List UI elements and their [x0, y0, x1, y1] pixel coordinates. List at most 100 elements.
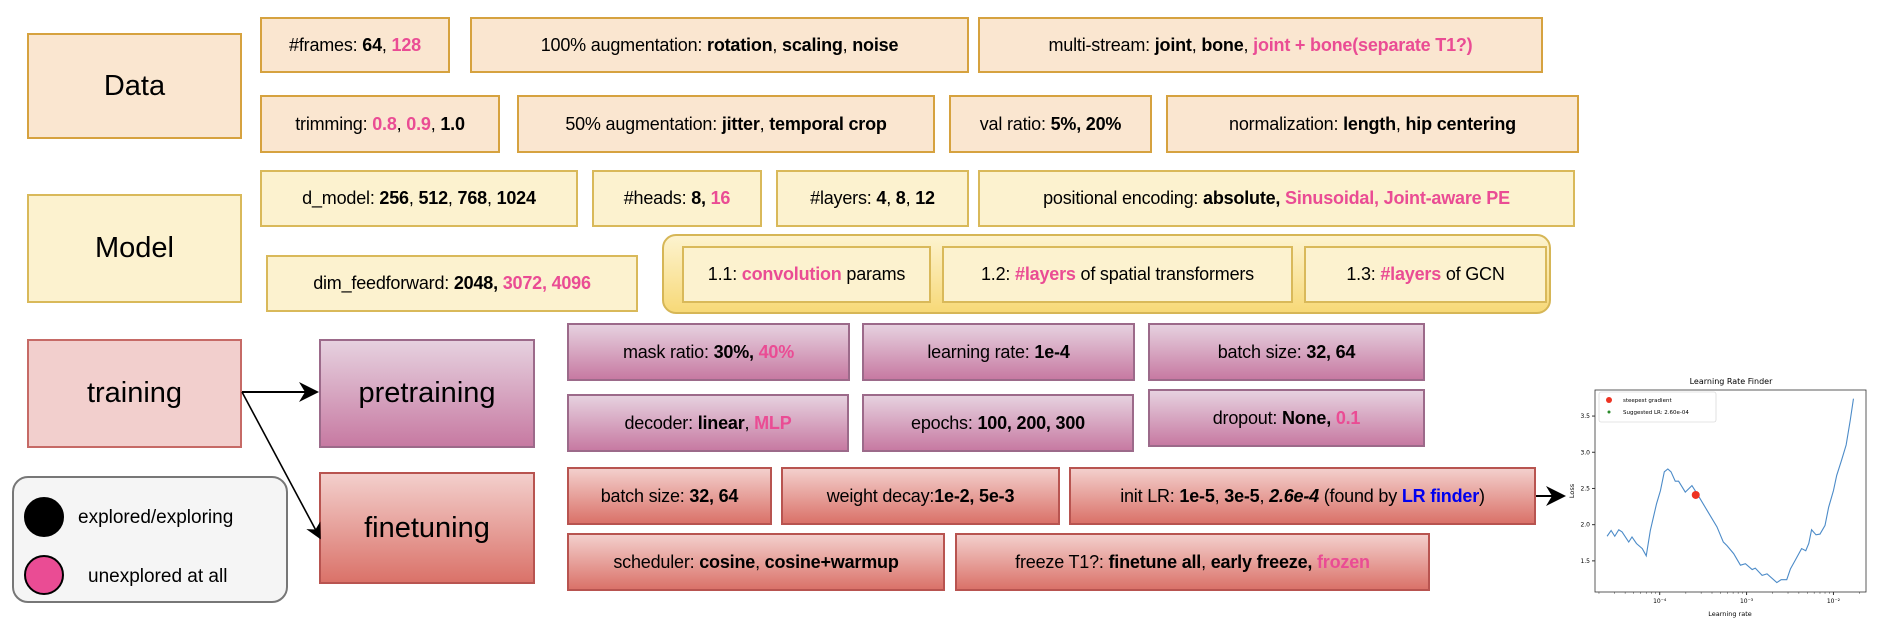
unexplored-value: Sinusoidal, Joint-aware PE [1285, 188, 1510, 208]
param-text: trimming: 0.8, 0.9, 1.0 [295, 114, 465, 135]
param-text: multi-stream: joint, bone, joint + bone(… [1049, 35, 1473, 56]
param-label: positional encoding: [1043, 188, 1204, 208]
y-axis-label: Loss [1568, 483, 1576, 498]
section-data: Data [27, 33, 242, 139]
param-batch-size-fine: batch size: 32, 64 [567, 467, 772, 525]
explored-value: 5%, 20% [1050, 113, 1122, 134]
param-text: d_model: 256, 512, 768, 1024 [302, 188, 536, 209]
param-scheduler: scheduler: cosine, cosine+warmup [567, 533, 945, 591]
unexplored-value: frozen [1317, 551, 1370, 572]
param-label: trimming: [295, 113, 373, 134]
param-text: freeze T1?: finetune all, early freeze, … [1015, 552, 1370, 573]
section-pretraining: pretraining [319, 339, 535, 448]
param-text: 1.1: convolution params [708, 264, 906, 285]
param-trimming: trimming: 0.8, 0.9, 1.0 [260, 95, 500, 153]
param-label: , [1201, 551, 1211, 572]
param-label: init LR: [1120, 485, 1180, 506]
param-positional-encoding: positional encoding: absolute, Sinusoida… [978, 170, 1575, 227]
explored-value: hip centering [1405, 113, 1517, 134]
explored-value: length [1343, 113, 1396, 134]
section-model: Model [27, 194, 242, 303]
explored-value: temporal crop [769, 113, 887, 134]
param-label: decoder: [624, 412, 698, 433]
param-text: 100% augmentation: rotation, scaling, no… [541, 35, 899, 56]
legend-unexplored: unexplored at all [88, 566, 228, 587]
param-label: val ratio: [979, 113, 1051, 134]
param-label: , [1395, 113, 1406, 134]
explored-value: 1e-2, 5e-3 [934, 485, 1015, 506]
param-val-ratio: val ratio: 5%, 20% [949, 95, 1152, 153]
param-text: scheduler: cosine, cosine+warmup [613, 552, 898, 573]
param-label: , [905, 188, 916, 208]
explored-value: 4 [876, 188, 887, 208]
param-label: batch size: [1217, 341, 1307, 362]
param-label: of GCN [1441, 264, 1505, 284]
param-decoder: decoder: linear, MLP [567, 394, 849, 452]
param-dropout: dropout: None, 0.1 [1148, 389, 1425, 447]
param-text: #heads: 8, 16 [624, 188, 731, 209]
explored-value: 32, 64 [1306, 341, 1356, 362]
param-label: , [396, 113, 407, 134]
explored-value: 1e-5 [1179, 485, 1215, 506]
param-label: dim_feedforward: [313, 273, 454, 293]
param-text: learning rate: 1e-4 [927, 342, 1070, 363]
explored-value: early freeze, [1210, 551, 1318, 572]
param-multi-stream: multi-stream: joint, bone, joint + bone(… [978, 17, 1543, 73]
param-gcn: 1.3: #layers of GCN [1304, 246, 1547, 303]
unexplored-value: #layers [1015, 264, 1076, 284]
param-label: of spatial transformers [1075, 264, 1255, 284]
unexplored-value: 0.8 [372, 113, 397, 134]
param-label: scheduler: [613, 551, 700, 572]
param-text: 50% augmentation: jitter, temporal crop [565, 113, 887, 135]
y-tick-label: 1.5 [1580, 558, 1590, 565]
x-tick-label: 10⁻² [1827, 598, 1841, 605]
param-layers: #layers: 4, 8, 12 [776, 170, 969, 227]
param-augmentation-50: 50% augmentation: jitter, temporal crop [517, 95, 935, 153]
param-text: weight decay:1e-2, 5e-3 [827, 486, 1015, 507]
explored-value: 1024 [496, 188, 536, 208]
explored-value: 2048, [453, 273, 503, 293]
param-text: 1.2: #layers of spatial transformers [981, 264, 1254, 285]
unexplored-value: joint + bone(separate T1?) [1253, 34, 1473, 55]
param-label: #heads: [623, 188, 692, 208]
param-dim-feedforward: dim_feedforward: 2048, 3072, 4096 [266, 255, 638, 312]
explored-dot-icon [24, 497, 64, 537]
param-text: epochs: 100, 200, 300 [911, 413, 1085, 434]
param-label: batch size: [600, 485, 690, 506]
param-label: params [841, 264, 906, 284]
param-label: epochs: [911, 412, 978, 433]
explored-value: 100, 200, 300 [977, 412, 1085, 433]
param-learning-rate: learning rate: 1e-4 [862, 323, 1135, 381]
loss-series-line [1606, 398, 1855, 584]
explored-value: 8, [691, 188, 711, 208]
chart-title: Learning Rate Finder [1690, 377, 1773, 386]
param-label: #frames: [289, 34, 363, 55]
explored-value: rotation [707, 34, 773, 55]
lr-finder-chart: Learning Rate Finder Learning rate Loss … [1568, 377, 1867, 618]
unexplored-value: 3072, 4096 [502, 273, 591, 293]
param-augmentation-100: 100% augmentation: rotation, scaling, no… [470, 17, 969, 73]
explored-value: 8 [895, 188, 906, 208]
param-label: , [886, 188, 896, 208]
param-label: , [772, 34, 783, 55]
param-label: , [1191, 34, 1202, 55]
section-pretraining-label: pretraining [358, 377, 496, 409]
param-label: , [842, 34, 853, 55]
section-data-label: Data [103, 69, 166, 102]
param-batch-size-pre: batch size: 32, 64 [1148, 323, 1425, 381]
y-tick-label: 3.5 [1580, 413, 1590, 420]
param-label: 1.3: [1346, 264, 1381, 284]
y-tick-label: 2.5 [1580, 485, 1590, 492]
explored-value: absolute, [1203, 188, 1286, 208]
chart-legend [1598, 391, 1717, 423]
unexplored-value: #layers [1380, 264, 1442, 284]
section-finetuning: finetuning [319, 472, 535, 584]
param-epochs: epochs: 100, 200, 300 [862, 394, 1134, 452]
explored-value: 512 [418, 188, 448, 208]
explored-value: 1.0 [440, 113, 465, 134]
param-convolution: 1.1: convolution params [682, 246, 931, 303]
param-text: 1.3: #layers of GCN [1346, 264, 1505, 285]
x-axis-label: Learning rate [1708, 610, 1752, 618]
legend-steepest-marker [1606, 397, 1612, 403]
param-mask-ratio: mask ratio: 30%, 40% [567, 323, 850, 381]
